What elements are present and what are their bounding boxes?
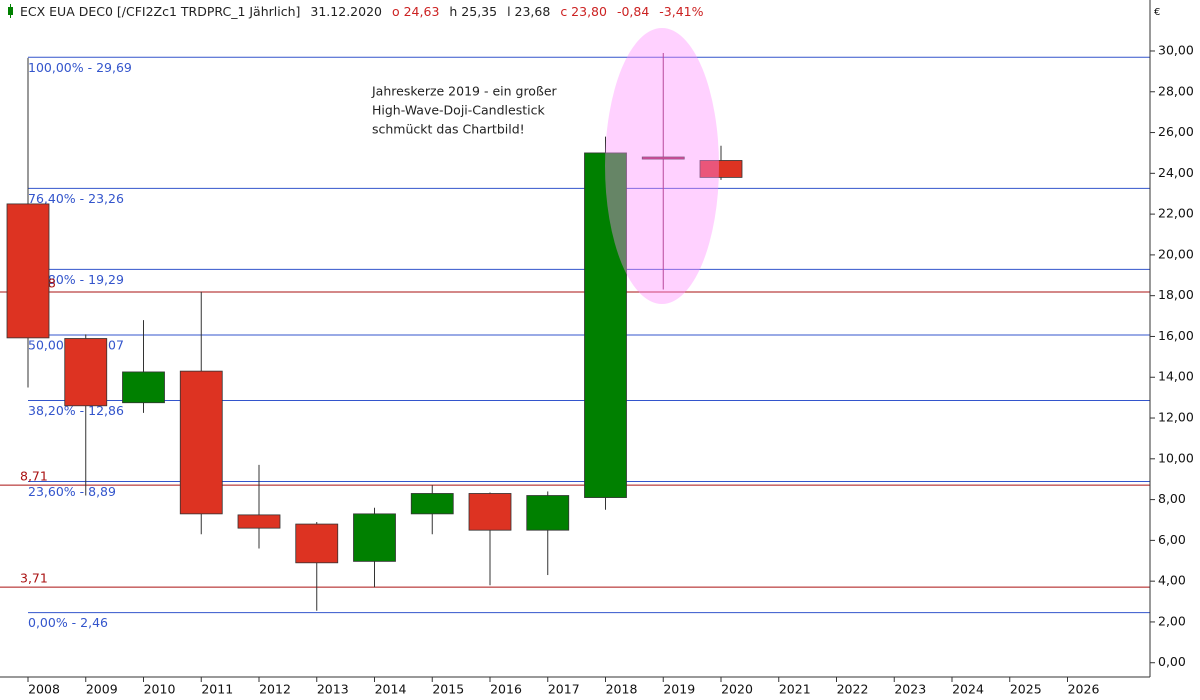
y-tick-label: 14,00 [1158, 369, 1194, 384]
y-tick-label: 12,00 [1158, 410, 1194, 425]
x-tick-label: 2017 [548, 682, 580, 697]
y-tick-label: 22,00 [1158, 206, 1194, 221]
candle-body [353, 513, 396, 562]
y-tick-label: 20,00 [1158, 246, 1194, 261]
candles [6, 53, 743, 611]
x-tick-label: 2024 [952, 682, 984, 697]
candle-body [179, 370, 223, 515]
x-tick-label: 2021 [779, 682, 811, 697]
y-tick-label: 26,00 [1158, 124, 1194, 139]
x-tick-label: 2026 [1068, 682, 1100, 697]
x-tick-label: 2019 [663, 682, 695, 697]
y-tick-label: 0,00 [1158, 654, 1186, 669]
y-tick-label: 16,00 [1158, 328, 1194, 343]
annotation: Jahreskerze 2019 - ein großer [371, 84, 558, 99]
x-tick-label: 2012 [259, 682, 291, 697]
candle-body [122, 371, 165, 404]
y-tick-label: 8,00 [1158, 491, 1186, 506]
fib-label: 61,80% - 19,29 [28, 272, 124, 287]
x-tick-label: 2018 [606, 682, 638, 697]
price-label: 3,71 [20, 571, 48, 586]
header-item: -0,84 [617, 4, 649, 19]
header-item: o 24,63 [392, 4, 439, 19]
candle-body [410, 493, 454, 515]
fib-label: 100,00% - 29,69 [28, 60, 132, 75]
annotation: schmückt das Chartbild! [372, 122, 525, 137]
header: ECX EUA DEC0 [/CFI2Zc1 TRDPRC_1 Jährlich… [20, 4, 704, 19]
fib-label: 0,00% - 2,46 [28, 615, 108, 630]
price-label: 8,71 [20, 469, 48, 484]
x-tick-label: 2022 [837, 682, 869, 697]
annotation: High-Wave-Doji-Candlestick [372, 103, 545, 118]
candle-body [295, 523, 339, 564]
candle-body [641, 156, 685, 160]
x-tick-label: 2016 [490, 682, 522, 697]
header-item: ECX EUA DEC0 [/CFI2Zc1 TRDPRC_1 Jährlich… [20, 4, 300, 19]
x-tick-label: 2008 [28, 682, 60, 697]
fib-label: 38,20% - 12,86 [28, 403, 124, 418]
y-tick-label: 30,00 [1158, 42, 1194, 57]
header-item: c 23,80 [560, 4, 607, 19]
y-tick-label: 24,00 [1158, 165, 1194, 180]
x-tick-label: 2014 [375, 682, 407, 697]
header-item: -3,41% [659, 4, 703, 19]
y-tick-label: 28,00 [1158, 83, 1194, 98]
header-item: 31.12.2020 [310, 4, 382, 19]
fib-label: 23,60% - 8,89 [28, 484, 116, 499]
y-tick-label: 4,00 [1158, 573, 1186, 588]
x-tick-label: 2025 [1010, 682, 1042, 697]
highlight-ellipse [605, 28, 719, 304]
candle-body [699, 160, 743, 178]
header-item: l 23,68 [507, 4, 550, 19]
y-tick-label: 10,00 [1158, 450, 1194, 465]
header-item: h 25,35 [449, 4, 497, 19]
fib-label: 76,40% - 23,26 [28, 191, 124, 206]
y-tick-label: 6,00 [1158, 532, 1186, 547]
candle-body [584, 152, 627, 498]
x-tick-label: 2023 [894, 682, 926, 697]
x-tick-label: 2011 [201, 682, 233, 697]
candle-body [64, 338, 108, 407]
y-tick-label: 18,00 [1158, 287, 1194, 302]
candle-body [468, 493, 512, 531]
y-tick-label: 2,00 [1158, 613, 1186, 628]
x-tick-label: 2013 [317, 682, 349, 697]
candle-body [526, 495, 570, 531]
candle-body [6, 203, 50, 339]
x-tick-label: 2009 [86, 682, 118, 697]
x-tick-label: 2020 [721, 682, 753, 697]
y-unit: € [1154, 7, 1160, 18]
x-tick-label: 2015 [432, 682, 464, 697]
candle-body [237, 514, 281, 529]
x-tick-label: 2010 [144, 682, 176, 697]
